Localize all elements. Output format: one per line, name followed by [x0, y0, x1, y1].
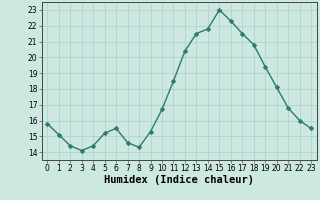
X-axis label: Humidex (Indice chaleur): Humidex (Indice chaleur): [104, 175, 254, 185]
